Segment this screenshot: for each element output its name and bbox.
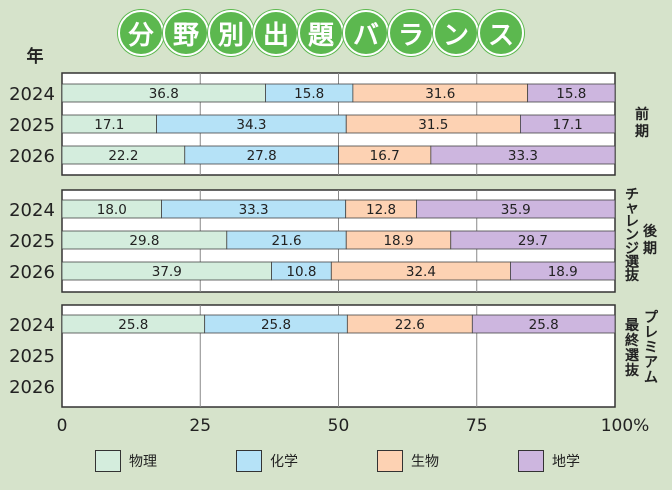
panel-label-char: ン bbox=[625, 228, 639, 244]
data-label: 32.4 bbox=[406, 264, 436, 280]
panel-label-char: 前 bbox=[635, 106, 649, 123]
data-label: 34.3 bbox=[236, 117, 266, 133]
panel-label-char: 抜 bbox=[625, 362, 640, 379]
x-tick-label: 100% bbox=[601, 416, 650, 436]
data-label: 18.9 bbox=[383, 233, 413, 249]
panel-label-char: 抜 bbox=[625, 267, 640, 284]
legend-swatch bbox=[95, 450, 121, 472]
legend-swatch bbox=[236, 450, 262, 472]
bar-segment bbox=[430, 145, 616, 165]
bar-segment bbox=[520, 114, 616, 134]
data-label: 22.6 bbox=[395, 317, 425, 333]
year-label: 2024 bbox=[9, 200, 55, 221]
panel-label-char: 後 bbox=[643, 223, 658, 240]
panel-label-char: レ bbox=[625, 214, 639, 230]
legend-label: 生物 bbox=[411, 454, 439, 470]
data-label: 17.1 bbox=[553, 117, 583, 133]
panel-label-char: チ bbox=[625, 187, 639, 203]
title-char: 題 bbox=[298, 10, 344, 56]
legend-swatch bbox=[377, 450, 403, 472]
data-label: 35.9 bbox=[501, 202, 531, 218]
data-label: 12.8 bbox=[366, 202, 396, 218]
panel-label-char: ア bbox=[644, 355, 658, 371]
data-label: 25.8 bbox=[261, 317, 291, 333]
data-label: 36.8 bbox=[149, 86, 179, 102]
panel-label-char: 選 bbox=[625, 348, 639, 364]
title-char: ン bbox=[433, 10, 479, 56]
data-label: 10.8 bbox=[286, 264, 316, 280]
bar-segment bbox=[450, 230, 616, 250]
panel-label-char: 期 bbox=[635, 124, 649, 140]
bar-segment bbox=[471, 314, 616, 334]
data-label: 16.7 bbox=[370, 148, 400, 164]
panel-label-char: 期 bbox=[643, 241, 657, 257]
legend-item: 化学 bbox=[236, 450, 298, 472]
year-label: 2024 bbox=[9, 315, 55, 336]
panel-label-char: ム bbox=[644, 370, 658, 386]
data-label: 15.8 bbox=[294, 86, 324, 102]
data-label: 37.9 bbox=[152, 264, 182, 280]
title-char: バ bbox=[343, 10, 389, 56]
legend-item: 物理 bbox=[95, 450, 157, 472]
year-header: 年 bbox=[27, 46, 44, 67]
data-label: 18.0 bbox=[97, 202, 127, 218]
title-char: 分 bbox=[118, 10, 164, 56]
legend-label: 物理 bbox=[129, 454, 157, 470]
panel-label-char: 選 bbox=[625, 255, 639, 271]
panel-label-char: レ bbox=[644, 325, 658, 341]
legend-label: 地学 bbox=[552, 454, 580, 470]
data-label: 29.7 bbox=[518, 233, 548, 249]
year-label: 2025 bbox=[9, 346, 55, 367]
data-label: 25.8 bbox=[118, 317, 148, 333]
year-label: 2026 bbox=[9, 262, 55, 283]
panel-label-char: ジ bbox=[625, 241, 639, 257]
bar-segment bbox=[416, 199, 616, 219]
data-label: 18.9 bbox=[548, 264, 578, 280]
year-label: 2026 bbox=[9, 377, 55, 398]
panel-label-char: ミ bbox=[644, 340, 658, 356]
data-label: 27.8 bbox=[247, 148, 277, 164]
data-label: 31.6 bbox=[425, 86, 455, 102]
data-label: 33.3 bbox=[239, 202, 269, 218]
bar-segment bbox=[527, 83, 616, 103]
x-tick-label: 0 bbox=[57, 416, 68, 436]
x-tick-label: 25 bbox=[189, 416, 211, 436]
year-label: 2024 bbox=[9, 84, 55, 105]
data-label: 25.8 bbox=[529, 317, 559, 333]
legend-item: 地学 bbox=[518, 450, 580, 472]
legend-item: 生物 bbox=[377, 450, 439, 472]
data-label: 29.8 bbox=[129, 233, 159, 249]
title-char: 出 bbox=[253, 10, 299, 56]
bar-segment bbox=[510, 261, 616, 281]
legend-swatch bbox=[518, 450, 544, 472]
data-label: 15.8 bbox=[556, 86, 586, 102]
panel-label-char: 終 bbox=[625, 332, 640, 349]
x-tick-label: 75 bbox=[466, 416, 488, 436]
year-label: 2026 bbox=[9, 146, 55, 167]
chart-title: 分野別出題バランス bbox=[118, 10, 524, 56]
x-tick-label: 50 bbox=[328, 416, 350, 436]
data-label: 22.2 bbox=[108, 148, 138, 164]
data-label: 33.3 bbox=[508, 148, 538, 164]
panel-label-char: 最 bbox=[625, 317, 640, 334]
panel-label-char: ャ bbox=[625, 201, 639, 217]
title-char: 野 bbox=[163, 10, 209, 56]
year-label: 2025 bbox=[9, 115, 55, 136]
data-label: 31.5 bbox=[418, 117, 448, 133]
data-label: 17.1 bbox=[94, 117, 124, 133]
data-label: 21.6 bbox=[271, 233, 301, 249]
panel-label-char: プ bbox=[644, 310, 659, 326]
legend: 物理 化学 生物 地学 bbox=[0, 450, 672, 476]
year-label: 2025 bbox=[9, 231, 55, 252]
title-char: ス bbox=[478, 10, 524, 56]
legend-label: 化学 bbox=[270, 454, 298, 470]
